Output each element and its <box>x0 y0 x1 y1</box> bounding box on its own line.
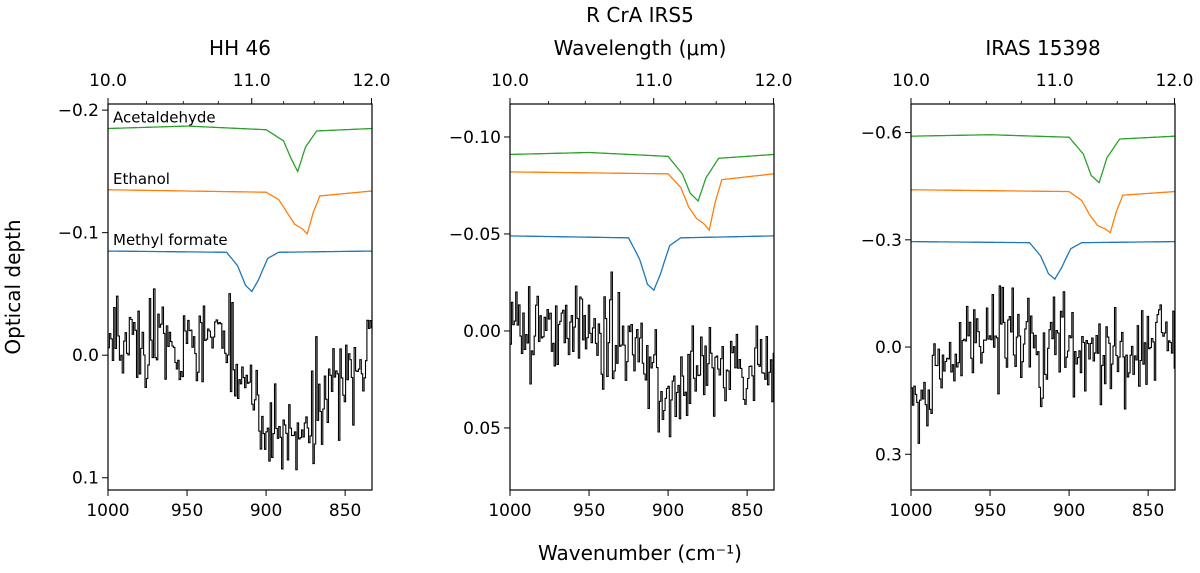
series-line-ethanol <box>911 189 1175 234</box>
top-tick-label: 12.0 <box>1156 71 1194 91</box>
y-tick-label: 0.0 <box>72 346 99 366</box>
top-tick-label: 10.0 <box>491 71 529 91</box>
top-tick-label: 10.0 <box>892 71 930 91</box>
y-tick-label: 0.00 <box>463 322 501 342</box>
series-line-ethanol <box>510 171 774 232</box>
x-tick-label: 950 <box>171 501 203 521</box>
top-tick-label: 11.0 <box>635 71 673 91</box>
y-tick-label: 0.1 <box>72 469 99 489</box>
x-tick-label: 1000 <box>488 501 531 521</box>
x-tick-label: 950 <box>573 501 605 521</box>
panel-rcra-irs5: 1000 950 900 850 −0.10 −0.05 0.00 0.05 10.0 11.0 1… <box>449 71 793 521</box>
series-line-ethanol <box>108 189 372 236</box>
panel-title: IRAS 15398 <box>985 36 1100 60</box>
y-tick-label: −0.2 <box>58 101 99 121</box>
y-tick-label: 0.0 <box>875 338 902 358</box>
y-tick-label: −0.05 <box>449 225 501 245</box>
panel-title: HH 46 <box>209 36 271 60</box>
figure-suptitle: R CrA IRS5 <box>586 3 694 27</box>
y-tick-label: 0.05 <box>463 419 501 439</box>
series-line-methyl-formate <box>108 250 372 293</box>
y-tick-label: −0.3 <box>861 231 902 251</box>
observed-spectrum-line <box>108 288 372 471</box>
bottom-axis-label: Wavenumber (cm⁻¹) <box>538 541 742 565</box>
panel-hh46: Acetaldehyde Ethanol Methyl formate 1000 950… <box>58 36 391 521</box>
series-line-methyl-formate <box>911 240 1175 281</box>
x-tick-label: 900 <box>250 501 282 521</box>
top-axis-label: Wavelength (μm) <box>554 36 727 60</box>
x-tick-label: 850 <box>1132 501 1164 521</box>
series-label-methyl-formate: Methyl formate <box>113 231 228 249</box>
top-tick-label: 11.0 <box>233 71 271 91</box>
observed-spectrum-line <box>911 285 1175 444</box>
plot-frame <box>910 103 1176 491</box>
series-label-acetaldehyde: Acetaldehyde <box>113 109 216 127</box>
plot-frame <box>107 103 373 491</box>
observed-spectrum-line <box>510 271 774 438</box>
x-tick-label: 1000 <box>86 501 129 521</box>
x-tick-label: 900 <box>652 501 684 521</box>
series-label-ethanol: Ethanol <box>113 170 170 188</box>
series-line-acetaldehyde <box>510 151 774 203</box>
y-tick-label: −0.10 <box>449 128 501 148</box>
y-tick-label: 0.3 <box>875 445 902 465</box>
y-axis-label: Optical depth <box>1 219 25 354</box>
series-line-methyl-formate <box>510 235 774 292</box>
panel-iras15398: 1000 950 900 850 −0.6 −0.3 0.0 0.3 10.0 11.0 12.0 I… <box>861 36 1194 521</box>
series-line-acetaldehyde <box>108 125 372 174</box>
y-tick-label: −0.1 <box>58 224 99 244</box>
y-tick-label: −0.6 <box>861 124 902 144</box>
x-tick-label: 1000 <box>889 501 932 521</box>
x-tick-label: 850 <box>731 501 763 521</box>
x-tick-label: 850 <box>329 501 361 521</box>
top-tick-label: 11.0 <box>1036 71 1074 91</box>
x-tick-label: 900 <box>1053 501 1085 521</box>
top-tick-label: 10.0 <box>89 71 127 91</box>
plot-frame <box>509 103 775 491</box>
top-tick-label: 12.0 <box>353 71 391 91</box>
series-line-acetaldehyde <box>911 134 1175 184</box>
x-tick-label: 950 <box>974 501 1006 521</box>
top-tick-label: 12.0 <box>755 71 793 91</box>
